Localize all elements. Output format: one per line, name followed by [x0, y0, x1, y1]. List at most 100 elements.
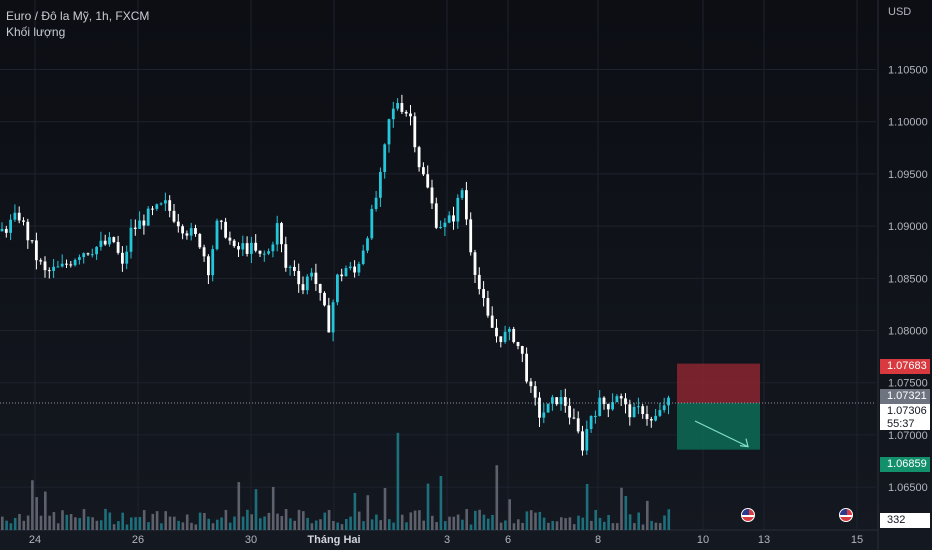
symbol-legend[interactable]: Euro / Đô la Mỹ, 1h, FXCM	[6, 9, 150, 23]
price-tick-label: 1.06500	[888, 482, 928, 494]
volume-legend[interactable]: Khối lượng	[6, 25, 66, 39]
volume-bar	[160, 523, 163, 530]
volume-bar	[190, 522, 193, 530]
candle-body	[654, 415, 657, 421]
us-flag-icon[interactable]	[839, 508, 853, 522]
volume-bar	[366, 495, 370, 530]
volume-bar	[314, 520, 318, 530]
price-tick-label: 1.08000	[888, 326, 928, 338]
volume-bar	[26, 515, 30, 530]
volume-bar	[452, 516, 456, 530]
candle-body	[47, 270, 51, 272]
candle-body	[60, 263, 64, 267]
volume-bar	[525, 511, 529, 530]
time-tick-label: 3	[444, 534, 450, 546]
volume-bar	[181, 522, 185, 530]
candle-body	[465, 190, 468, 220]
candle-body	[344, 268, 348, 277]
volume-bar	[138, 517, 142, 530]
volume-bar	[396, 432, 400, 530]
candle-body	[387, 119, 391, 145]
volume-bar	[572, 524, 576, 530]
candle-body	[0, 228, 4, 232]
volume-bar	[379, 520, 382, 530]
volume-bar	[52, 512, 56, 530]
price-tick-label: 1.10000	[888, 117, 928, 129]
volume-bar	[568, 517, 572, 530]
candle-body	[181, 226, 184, 234]
candle-body	[443, 222, 447, 228]
volume-bar	[95, 520, 99, 530]
candle-body	[207, 256, 210, 276]
take-profit-zone	[677, 402, 760, 450]
candle-body	[237, 246, 240, 250]
time-tick-label: 30	[245, 534, 257, 546]
candle-body	[189, 228, 193, 236]
candle-body	[250, 242, 253, 254]
volume-bar	[125, 524, 129, 530]
candle-body	[452, 215, 455, 222]
volume-bar	[443, 521, 447, 530]
volume-bar	[547, 522, 550, 530]
candle-body	[17, 212, 21, 221]
candle-body	[473, 252, 477, 275]
volume-bar	[35, 497, 38, 530]
volume-bar	[413, 510, 417, 530]
volume-bar	[263, 516, 266, 530]
volume-bar	[650, 520, 653, 530]
candle-body	[512, 328, 516, 343]
candle-body	[245, 243, 249, 254]
volume-bar	[211, 523, 215, 530]
volume-bar	[276, 513, 279, 530]
candle-body	[172, 210, 176, 222]
volume-bar	[375, 514, 378, 530]
volume-bar	[61, 510, 64, 530]
candle-body	[645, 414, 649, 420]
volume-bar	[499, 522, 503, 530]
candle-body	[658, 410, 662, 416]
volume-bar	[474, 510, 477, 530]
volume-bar	[284, 509, 288, 530]
volume-bar	[409, 512, 413, 530]
candle-body	[258, 250, 262, 254]
candle-body	[129, 227, 133, 252]
candle-body	[426, 174, 430, 188]
volume-bar	[327, 510, 331, 530]
candle-body	[615, 396, 619, 403]
price-tick-label: 1.07000	[888, 430, 928, 442]
time-tick-label: 10	[697, 534, 709, 546]
candle-body	[211, 249, 215, 276]
volume-bar	[207, 518, 210, 530]
volume-bar	[517, 519, 520, 530]
us-flag-icon[interactable]	[741, 508, 755, 522]
currency-label[interactable]: USD	[888, 6, 912, 18]
candle-body	[495, 327, 498, 337]
candle-body	[336, 274, 339, 303]
candle-body	[142, 220, 146, 226]
candle-body	[409, 113, 412, 117]
volume-bar	[560, 517, 563, 530]
candle-body	[624, 398, 627, 405]
candle-body	[35, 240, 38, 261]
volume-bar	[198, 512, 202, 530]
volume-bar	[431, 515, 434, 530]
volume-bar	[585, 483, 589, 530]
volume-bar	[267, 512, 271, 530]
candle-body	[649, 419, 653, 421]
candle-body	[284, 244, 288, 268]
candle-body	[22, 220, 25, 222]
volume-bar	[551, 520, 554, 530]
candle-body	[146, 208, 150, 226]
candle-body	[486, 298, 490, 316]
volume-bar	[461, 519, 464, 530]
volume-bar	[641, 524, 645, 530]
candle-body	[348, 266, 352, 269]
volume-bar	[220, 517, 223, 530]
candle-body	[357, 263, 361, 273]
candle-body	[39, 260, 43, 262]
candle-body	[516, 342, 520, 347]
volume-bar	[538, 511, 542, 530]
candle-body	[56, 266, 60, 268]
candle-body	[52, 266, 55, 271]
